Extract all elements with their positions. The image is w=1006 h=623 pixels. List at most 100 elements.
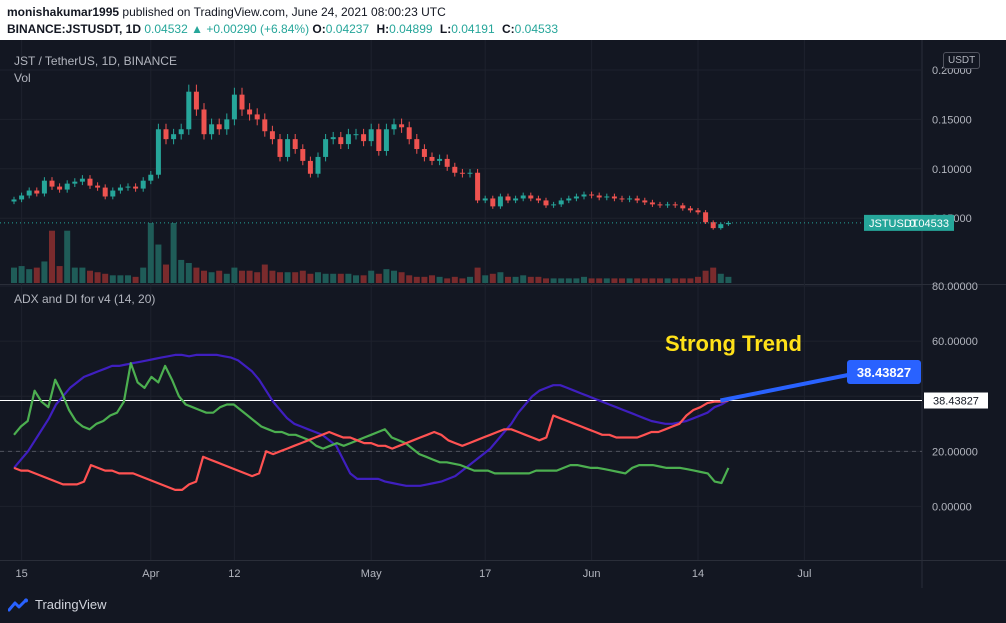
volume-bar (208, 272, 215, 283)
volume-bar (261, 264, 268, 283)
volume-bar (94, 272, 101, 283)
volume-bar (231, 267, 238, 283)
time-tick-label: 14 (692, 568, 704, 580)
currency-button[interactable]: USDT (943, 52, 981, 69)
candle-body (611, 196, 617, 199)
price-axis[interactable]: 0.200000.150000.100000.0500080.0000060.0… (932, 65, 978, 513)
volume-bar (512, 276, 519, 283)
volume-bar (497, 272, 504, 283)
brand-text: TradingView (35, 597, 107, 612)
volume-bar (672, 278, 679, 283)
candle-body (725, 222, 731, 225)
volume-bar (429, 275, 435, 283)
candle-body (383, 129, 389, 152)
candle-body (376, 129, 382, 152)
volume-bar (474, 267, 481, 283)
candle-body (171, 134, 177, 140)
candle-body (125, 186, 131, 188)
candle-body (201, 109, 207, 135)
volume-bar (292, 272, 299, 283)
volume-bar (125, 275, 131, 283)
candle-body (406, 127, 412, 140)
volume-bar (330, 273, 337, 283)
volume-bar (725, 276, 732, 283)
candle-body (231, 94, 237, 120)
volume-bar (619, 278, 625, 283)
volume-bar (33, 267, 40, 283)
candle-body (34, 190, 40, 194)
candle-body (148, 174, 154, 181)
candle-body (687, 208, 693, 211)
candle-body (368, 129, 374, 142)
volume-bar (391, 270, 397, 283)
candle-body (444, 158, 450, 167)
candle-body (437, 158, 443, 161)
volume-bar (223, 273, 230, 283)
low-label: L: (439, 22, 452, 36)
volume-bar (702, 270, 709, 283)
time-tick-label: Jul (797, 568, 811, 580)
volume-bar (588, 278, 595, 283)
published-text: published on TradingView.com, June 24, 2… (122, 5, 446, 19)
volume-bar (41, 261, 48, 283)
candle-body (513, 198, 519, 201)
footer: TradingView (0, 588, 1006, 623)
chart-canvas[interactable]: 0.200000.150000.100000.0500080.0000060.0… (0, 40, 1006, 588)
time-tick-label: 12 (228, 568, 240, 580)
time-tick-label: Apr (142, 568, 159, 580)
volume-bar (64, 230, 71, 283)
volume-bar (147, 223, 154, 283)
volume-bar (581, 276, 587, 283)
volume-bar (11, 267, 17, 283)
volume-bar (155, 244, 162, 283)
volume-bar (360, 275, 367, 283)
volume-bar (163, 264, 169, 283)
volume-bar (170, 223, 177, 283)
candle-body (497, 196, 503, 207)
candle-body (323, 139, 329, 157)
volume-bar (18, 266, 25, 283)
grid-lines (0, 40, 1006, 588)
candle-body (79, 178, 85, 182)
volume-bar (140, 267, 147, 283)
time-axis[interactable]: 15 Apr 12 May 17 Jun 14 Jul (15, 568, 811, 580)
candle-body (269, 131, 275, 140)
tradingview-logo-icon (8, 598, 28, 611)
candle-body (490, 198, 496, 207)
volume-bar (505, 276, 511, 283)
change-arrow-icon: ▲ (191, 22, 203, 36)
volume-bar (596, 278, 603, 283)
volume-bar (193, 267, 200, 283)
candle-body (64, 183, 70, 190)
price-candles (11, 84, 731, 230)
volume-bar (687, 278, 694, 283)
volume-bar (132, 276, 139, 283)
author-name[interactable]: monishakumar1995 (7, 5, 120, 19)
last-price: 0.04532 (144, 22, 188, 36)
candle-body (604, 196, 610, 198)
candle-body (452, 166, 458, 173)
indicator-tick-label: 60.00000 (932, 336, 978, 348)
volume-bar (573, 278, 580, 283)
value-callout-text: 38.43827 (857, 365, 911, 380)
volume-bar (26, 269, 33, 283)
indicator-lines (13, 353, 730, 491)
candle-body (11, 199, 17, 202)
candle-body (710, 222, 716, 229)
time-tick-label: 15 (15, 568, 27, 580)
time-tick-label: 17 (479, 568, 491, 580)
tradingview-brand[interactable]: TradingView (8, 597, 107, 612)
candle-body (429, 156, 435, 161)
volume-bar (482, 275, 489, 283)
volume-bar (375, 273, 382, 283)
volume-bars (11, 223, 732, 283)
candle-body (155, 129, 161, 175)
price-tag (864, 214, 954, 231)
close-value: 0.04533 (514, 22, 559, 36)
volume-bar (679, 278, 686, 283)
candle-body (95, 185, 101, 188)
open-label: O: (312, 22, 326, 36)
strong-trend-annotation: Strong Trend (665, 331, 802, 356)
candle-body (49, 180, 55, 187)
volume-bar (710, 267, 717, 283)
